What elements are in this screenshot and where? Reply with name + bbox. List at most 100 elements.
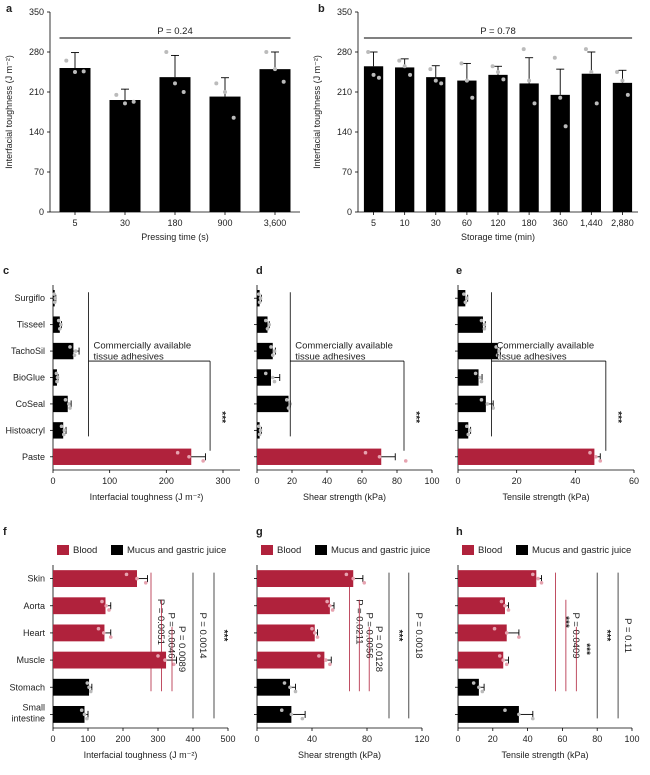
- data-point: [107, 608, 111, 612]
- y-tick-label: 210: [29, 87, 44, 97]
- data-point: [376, 75, 381, 80]
- data-point: [351, 576, 356, 581]
- y-tick-label: 280: [29, 47, 44, 57]
- data-point: [59, 424, 64, 429]
- data-point: [100, 599, 104, 604]
- data-point: [503, 708, 507, 713]
- bar: [53, 705, 85, 723]
- data-point: [615, 70, 620, 74]
- x-tick-label: 40: [307, 734, 317, 744]
- significance-stars: ***: [410, 411, 421, 423]
- data-point: [68, 345, 72, 349]
- data-point: [485, 402, 490, 406]
- data-point: [61, 432, 66, 437]
- data-point: [272, 379, 277, 384]
- comparison-label: P = 0.0014: [197, 612, 208, 658]
- y-tick-label: 350: [337, 7, 352, 17]
- bar: [458, 316, 483, 333]
- x-tick-label: 120: [414, 734, 429, 744]
- x-axis-title: Tensile strength (kPa): [502, 492, 589, 502]
- data-point: [328, 603, 332, 608]
- data-point: [497, 349, 501, 353]
- data-point: [371, 72, 376, 77]
- comparison-label: ***: [218, 630, 229, 642]
- data-point: [552, 55, 557, 60]
- bar: [458, 342, 498, 360]
- panel-letter-b: b: [318, 3, 325, 15]
- data-point: [501, 77, 506, 82]
- bar: [550, 94, 570, 212]
- bar-highlight: [257, 570, 354, 588]
- x-tick-label: 0: [254, 734, 259, 744]
- x-tick-label: 20: [512, 476, 522, 486]
- panel-letter-f: f: [3, 526, 7, 538]
- panel-letter-g: g: [256, 526, 263, 538]
- x-tick-label: 80: [362, 734, 372, 744]
- data-point: [59, 322, 63, 327]
- legend-label-mucus: Mucus and gastric juice: [331, 545, 430, 556]
- data-point: [563, 124, 568, 129]
- x-tick-label: 60: [629, 476, 639, 486]
- bar-highlight: [458, 624, 507, 642]
- x-tick-label: 40: [322, 476, 332, 486]
- significance-stars: ***: [216, 411, 227, 423]
- data-point: [479, 379, 484, 384]
- data-point: [482, 322, 487, 327]
- data-point: [501, 658, 506, 662]
- bar: [59, 68, 91, 212]
- data-point: [317, 654, 321, 658]
- data-point: [479, 398, 484, 402]
- data-point: [85, 681, 90, 685]
- y-tick-label-line: intestine: [11, 713, 45, 723]
- data-point: [521, 47, 526, 52]
- legend-label-blood: Blood: [73, 545, 97, 556]
- panel-letter-h: h: [456, 526, 463, 538]
- x-tick-label: 60: [357, 476, 367, 486]
- bar: [458, 369, 479, 386]
- bar: [209, 96, 241, 212]
- bar-highlight: [257, 597, 330, 615]
- bar: [581, 73, 601, 212]
- data-point: [491, 406, 496, 410]
- data-point: [594, 101, 599, 106]
- data-point: [156, 654, 160, 658]
- x-tick-label: 100: [80, 734, 95, 744]
- bar: [257, 422, 260, 439]
- data-point: [79, 708, 84, 713]
- bar: [458, 290, 466, 307]
- x-tick-label: 100: [424, 476, 439, 486]
- data-point: [490, 64, 495, 69]
- legend-label-mucus: Mucus and gastric juice: [127, 545, 226, 556]
- x-tick-label: 40: [570, 476, 580, 486]
- bar: [257, 290, 260, 307]
- data-point: [284, 398, 289, 402]
- bar: [458, 705, 519, 723]
- data-point: [258, 296, 263, 301]
- x-tick-label: 300: [215, 476, 230, 486]
- data-point: [181, 90, 186, 94]
- x-tick-label: 400: [185, 734, 200, 744]
- x-tick-label: 900: [217, 218, 232, 228]
- data-point: [52, 300, 57, 305]
- data-point: [504, 631, 509, 635]
- comparison-label: ***: [580, 643, 591, 655]
- y-tick-label: Skin: [27, 574, 45, 584]
- bar-highlight: [458, 651, 504, 669]
- legend-swatch-blood: [462, 545, 474, 555]
- legend-swatch-mucus: [516, 545, 528, 555]
- data-point: [55, 375, 60, 380]
- data-point: [124, 572, 129, 577]
- comparison-label: P = 0.0089: [176, 626, 187, 672]
- bar-highlight: [53, 597, 106, 615]
- bar: [395, 67, 415, 212]
- data-point: [536, 576, 540, 581]
- bar-highlight: [53, 448, 192, 465]
- comparison-label: P = 0.0128: [373, 626, 384, 672]
- y-tick-label: Tisseel: [17, 320, 45, 330]
- x-tick-label: 200: [159, 476, 174, 486]
- data-point: [108, 635, 113, 639]
- x-tick-label: 40: [523, 734, 533, 744]
- data-point: [459, 61, 464, 66]
- comparison-label: P = 0.0409: [570, 612, 581, 658]
- data-point: [532, 101, 537, 106]
